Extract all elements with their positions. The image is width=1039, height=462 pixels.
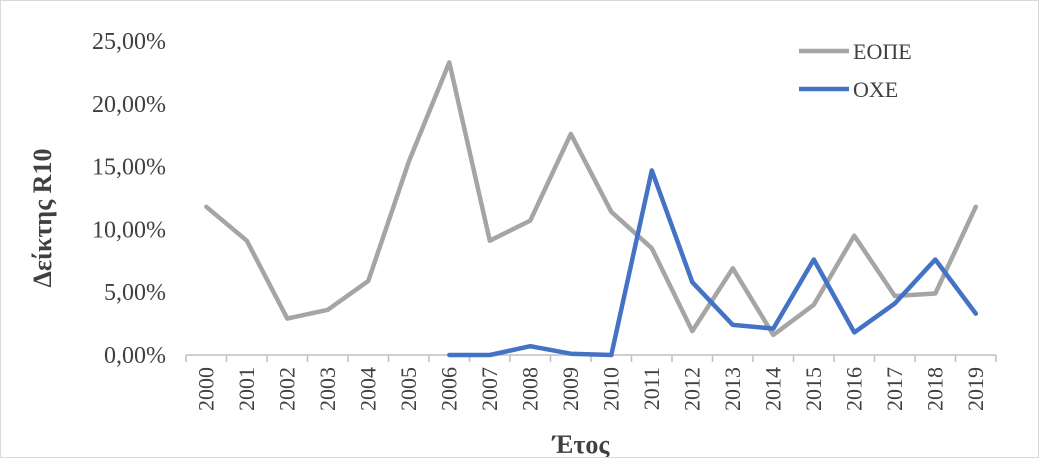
x-tick-label: 2012 (679, 367, 704, 411)
series-line-1 (204, 60, 979, 338)
y-tick-label: 25,00% (92, 29, 166, 55)
x-tick-label: 2015 (801, 367, 826, 411)
y-axis-ticks: 0,00% 5,00% 10,00% 15,00% 20,00% 25,00% (92, 29, 166, 369)
series-lines (204, 60, 979, 358)
x-tick-label: 2001 (234, 367, 259, 411)
y-tick-label: 5,00% (104, 280, 166, 306)
x-axis-title: Έτος (551, 430, 611, 457)
x-tick-label: 2017 (882, 367, 907, 411)
x-tick-label: 2010 (598, 367, 623, 411)
y-axis-title: Δείκτης R10 (28, 149, 57, 288)
x-tick-label: 2005 (396, 367, 421, 411)
legend-label: ΟΧΕ (853, 77, 898, 102)
x-tick-label: 2018 (922, 367, 947, 411)
y-tick-label: 20,00% (92, 92, 166, 118)
x-tick-label: 2000 (193, 367, 218, 411)
x-tick-label: 2014 (760, 367, 785, 411)
x-tick-label: 2002 (274, 367, 299, 411)
x-tick-label: 2019 (963, 367, 988, 411)
x-tick-label: 2016 (841, 367, 866, 411)
x-tick-label: 2013 (720, 367, 745, 411)
x-tick-label: 2006 (436, 367, 461, 411)
y-tick-label: 10,00% (92, 217, 166, 243)
x-tick-label: 2004 (355, 367, 380, 411)
y-tick-label: 0,00% (104, 343, 166, 369)
x-tick-label: 2009 (558, 367, 583, 411)
x-tick-label: 2011 (639, 367, 664, 410)
y-tick-label: 15,00% (92, 155, 166, 181)
x-tick-label: 2008 (517, 367, 542, 411)
legend-label: ΕΟΠΕ (853, 39, 912, 64)
x-tick-label: 2003 (315, 367, 340, 411)
x-axis-ticks: 2000 2001 2002 2003 2004 2005 2006 2007 2008 2009… (185, 355, 997, 411)
legend: ΕΟΠΕ ΟΧΕ (799, 39, 912, 102)
x-tick-label: 2007 (477, 367, 502, 411)
series-line-2 (447, 168, 979, 358)
